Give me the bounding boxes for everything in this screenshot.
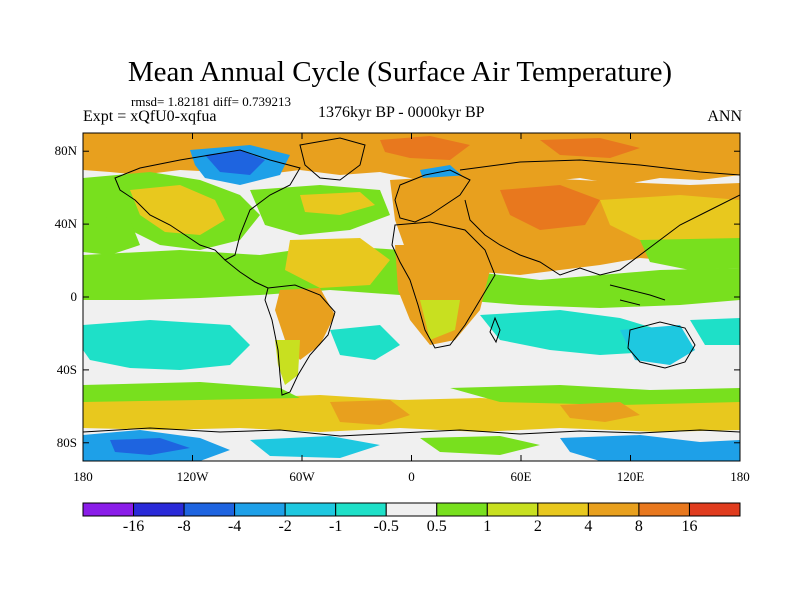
season-label: ANN: [707, 108, 742, 125]
field-canada-colder: [205, 150, 265, 175]
lat-tick-label: 80S: [56, 434, 77, 450]
colorbar-tick-label: -16: [122, 518, 145, 535]
field-south-mild-band-2: [450, 385, 740, 405]
lon-tick-label: 60E: [510, 469, 532, 484]
lat-tick-label: 0: [70, 289, 78, 304]
lon-tick-label: 180: [73, 469, 93, 484]
field-antarctic-colder: [110, 438, 190, 455]
coast-indonesia: [609, 284, 666, 306]
colorbar-swatch: [183, 502, 236, 517]
coast-greenland: [299, 137, 366, 181]
colorbar-tick-label: 0.5: [426, 518, 447, 535]
field-samerica-mild: [275, 340, 300, 385]
colorbar-swatch: [537, 502, 589, 517]
field-antarctic-cold-3: [560, 435, 740, 461]
colorbar-tick-label: -2: [278, 518, 292, 535]
colorbar-swatch: [234, 502, 286, 517]
colorbar-swatch: [436, 502, 488, 517]
field-africa-hot: [395, 245, 490, 345]
field-namerica-warm: [130, 185, 225, 235]
field-tropics-warm: [285, 238, 390, 288]
field-antarctic-cold-2: [250, 436, 380, 458]
field-npacific-east-mild: [640, 238, 740, 270]
coastlines: [83, 137, 740, 437]
lat-tick-label: 80N: [54, 143, 77, 159]
field-australia-cold: [620, 325, 695, 365]
field-south-cold-2: [330, 325, 400, 360]
colorbar-swatch: [385, 502, 438, 517]
colorbar-tick-label: 8: [634, 518, 643, 535]
colorbar-tick-label: 2: [533, 518, 542, 535]
colorbar-swatch: [638, 502, 690, 517]
coast-antarctica: [83, 427, 740, 437]
colorbar-swatch: [82, 502, 135, 517]
colorbar-swatch: [688, 502, 741, 517]
colorbar-swatch: [335, 502, 387, 517]
colorbar-tick-label: -4: [227, 518, 242, 535]
axis-ticks: [82, 133, 741, 461]
colorbar-tick-label: -1: [329, 518, 343, 535]
field-africa-mild: [420, 300, 460, 340]
colorbar-tick-label: -0.5: [373, 518, 399, 535]
lon-tick-label: 60W: [289, 469, 315, 484]
coast-south-america: [264, 284, 336, 396]
map-title: Mean Annual Cycle (Surface Air Temperatu…: [127, 56, 673, 88]
period-label: 1376kyr BP - 0000kyr BP: [318, 104, 485, 121]
lon-tick-label: 180: [730, 469, 750, 484]
colorbar-tick-label: 16: [681, 518, 698, 535]
coast-madagascar: [489, 316, 501, 344]
colorbar-tick-label: 1: [483, 518, 492, 535]
anomaly-fields: [83, 133, 740, 461]
coast-africa: [391, 221, 496, 349]
field-antarctic-warm: [420, 436, 540, 455]
lat-tick-label: 40N: [54, 216, 77, 232]
field-south-cold-4: [690, 318, 740, 345]
colorbar-swatches: [82, 502, 741, 517]
colorbar-tick-label: 4: [584, 518, 593, 535]
field-south-mild-band: [83, 382, 300, 402]
field-npacific-mild: [83, 215, 140, 255]
field-south-cold-1: [83, 320, 250, 370]
experiment-label: Expt = xQfU0-xqfua: [83, 108, 217, 125]
field-south-hot-patch-2: [560, 402, 640, 422]
field-south-cold-3: [480, 310, 660, 355]
coast-north-america: [114, 149, 301, 261]
colorbar-swatch: [284, 502, 337, 517]
coast-asia: [459, 159, 740, 276]
coast-australia: [627, 321, 696, 369]
field-arctic-strong: [380, 136, 470, 160]
stats-readout: rmsd= 1.82181 diff= 0.739213: [131, 94, 291, 109]
field-natlantic-warm: [300, 192, 375, 215]
field-eurasia-hot: [500, 185, 600, 230]
field-npacific-warm: [600, 195, 740, 245]
colorbar-swatch: [587, 502, 640, 517]
coast-central-america: [224, 259, 269, 289]
colorbar-tick-label: -8: [177, 518, 191, 535]
colorbar-swatch: [133, 502, 185, 517]
lon-tick-label: 120E: [616, 469, 645, 484]
field-arctic-strong-2: [540, 138, 640, 158]
coast-europe: [394, 169, 471, 223]
lon-tick-label: 120W: [176, 469, 209, 484]
colorbar-swatch: [486, 502, 539, 517]
lat-tick-label: 40S: [56, 361, 77, 377]
field-south-hot-patch: [330, 400, 410, 425]
lon-tick-label: 0: [408, 469, 415, 484]
